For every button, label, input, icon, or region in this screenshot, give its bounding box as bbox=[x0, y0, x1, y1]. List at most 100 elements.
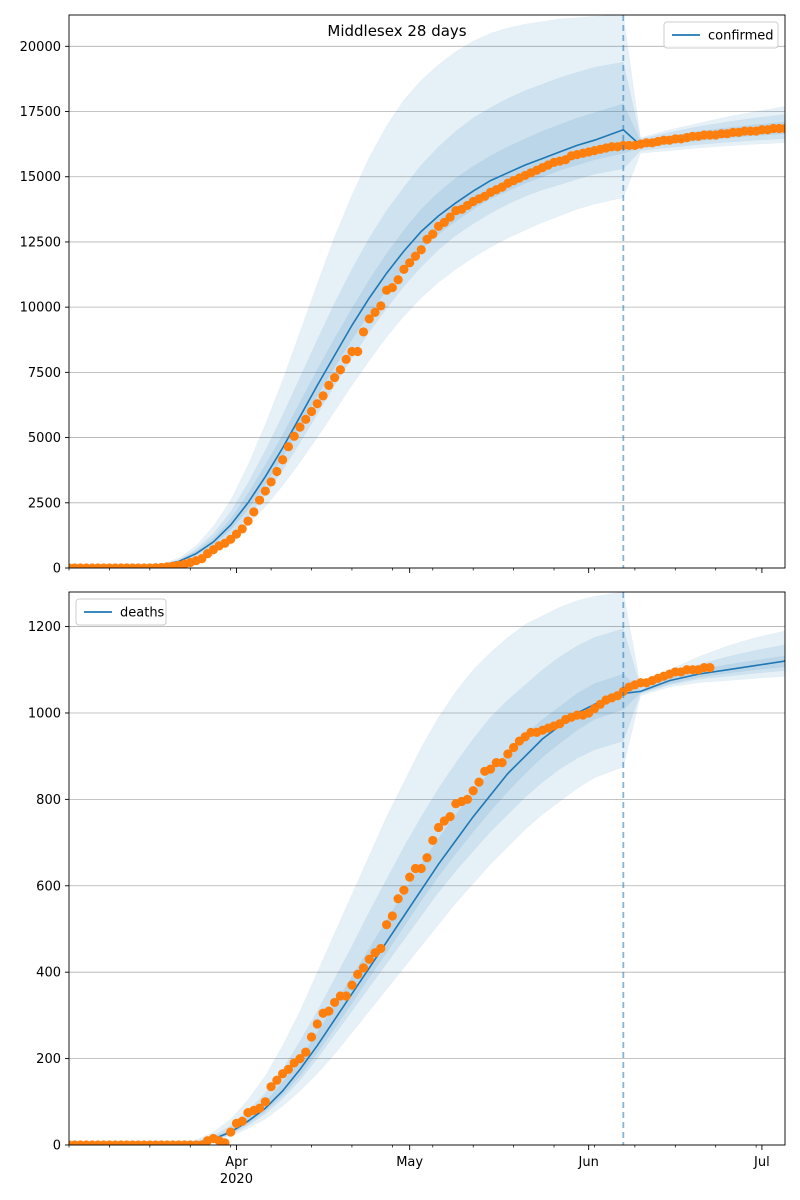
observed-point bbox=[278, 455, 288, 465]
observed-point bbox=[266, 477, 276, 487]
x-tick-sublabel: 2020 bbox=[220, 1172, 253, 1187]
observed-point bbox=[364, 314, 374, 324]
y-tick-label: 10000 bbox=[20, 301, 61, 316]
observed-point bbox=[289, 431, 299, 441]
y-tick-label: 15000 bbox=[20, 170, 61, 185]
observed-point bbox=[422, 853, 432, 863]
observed-point bbox=[416, 245, 426, 255]
observed-point bbox=[381, 920, 392, 930]
observed-point bbox=[387, 911, 397, 921]
observed-point bbox=[405, 258, 415, 268]
observed-point bbox=[312, 399, 322, 409]
observed-point bbox=[474, 777, 484, 787]
observed-point bbox=[272, 466, 282, 477]
observed-point bbox=[497, 758, 507, 768]
legend-label: confirmed bbox=[708, 29, 774, 44]
y-tick-label: 1200 bbox=[28, 620, 61, 635]
y-tick-label: 7500 bbox=[28, 366, 61, 381]
observed-point bbox=[243, 516, 253, 526]
x-tick-label: May bbox=[396, 1155, 423, 1170]
y-tick-label: 400 bbox=[36, 966, 61, 981]
observed-point bbox=[428, 229, 438, 239]
legend-box bbox=[75, 598, 167, 626]
legend-label: deaths bbox=[120, 606, 165, 621]
observed-point bbox=[393, 275, 403, 285]
observed-point bbox=[387, 282, 397, 293]
uncertainty-band bbox=[69, 592, 785, 1145]
x-tick-label: Jun bbox=[578, 1155, 599, 1170]
confirmed-panel: 0 2500 5000 7500 10000 12500 15000 17500 20000 co… bbox=[20, 14, 786, 577]
y-tick-label: 0 bbox=[53, 562, 61, 577]
y-tick-label: 800 bbox=[36, 793, 61, 808]
observed-point bbox=[226, 1127, 236, 1137]
y-tick-label: 2500 bbox=[28, 496, 61, 511]
observed-point bbox=[341, 991, 351, 1001]
uncertainty-band bbox=[69, 655, 785, 1145]
legend: deaths bbox=[75, 598, 167, 626]
observed-point bbox=[393, 894, 403, 904]
observed-point bbox=[283, 1064, 294, 1074]
observed-point bbox=[364, 954, 374, 964]
observed-point bbox=[780, 123, 785, 134]
observed-point bbox=[254, 495, 265, 505]
observed-point bbox=[237, 1116, 247, 1126]
x-tick-label: Apr bbox=[225, 1155, 248, 1170]
observed-point bbox=[295, 1053, 305, 1064]
observed-point bbox=[358, 327, 369, 337]
observed-point bbox=[301, 414, 311, 424]
observed-point bbox=[376, 943, 386, 954]
observed-point bbox=[301, 1047, 311, 1057]
observed-point bbox=[445, 212, 455, 222]
observed-point bbox=[237, 524, 247, 534]
observed-point bbox=[485, 764, 496, 774]
legend-box bbox=[663, 21, 779, 49]
observed-point bbox=[260, 486, 270, 496]
observed-point bbox=[370, 307, 380, 317]
observed-point bbox=[428, 835, 438, 846]
observed-point bbox=[433, 822, 444, 833]
observed-point bbox=[503, 749, 513, 759]
model-line-confirmed bbox=[69, 126, 785, 568]
observed-point bbox=[266, 1082, 276, 1092]
observed-point bbox=[330, 997, 340, 1008]
axes-frame bbox=[68, 591, 786, 1146]
axes-frame bbox=[68, 14, 786, 569]
observed-point bbox=[462, 794, 473, 804]
y-tick-label: 0 bbox=[53, 1139, 61, 1154]
observed-point bbox=[330, 372, 340, 383]
y-tick-label: 20000 bbox=[20, 40, 61, 55]
observed-point bbox=[283, 442, 294, 452]
observed-point bbox=[705, 663, 715, 673]
y-tick-label: 600 bbox=[36, 879, 61, 894]
observed-point bbox=[376, 301, 386, 311]
observed-point bbox=[353, 346, 363, 357]
x-tick-label: Jul bbox=[753, 1155, 770, 1170]
y-tick-label: 1000 bbox=[28, 706, 61, 721]
observed-point bbox=[324, 380, 334, 391]
observed-point bbox=[306, 406, 317, 417]
observed-point bbox=[416, 863, 426, 874]
plot-area bbox=[69, 15, 785, 568]
figure-title: Middlesex 28 days bbox=[327, 22, 466, 40]
observed-point bbox=[318, 391, 328, 401]
observed-point bbox=[341, 354, 351, 364]
deaths-panel: 0 200 400 600 800 1000 1200 Apr 2020 May Jun Jul dea… bbox=[28, 591, 786, 1187]
y-tick-label: 12500 bbox=[20, 235, 61, 250]
legend: confirmed bbox=[663, 21, 779, 49]
uncertainty-band bbox=[69, 15, 785, 568]
observed-point bbox=[353, 969, 363, 979]
observed-point bbox=[324, 1006, 334, 1016]
y-tick-label: 17500 bbox=[20, 105, 61, 120]
observed-point bbox=[295, 422, 305, 432]
observed-point bbox=[249, 507, 259, 517]
observed-point bbox=[254, 1103, 265, 1113]
observed-point bbox=[358, 963, 369, 973]
observed-point bbox=[468, 786, 478, 796]
observed-point bbox=[399, 264, 409, 274]
observed-point bbox=[312, 1019, 322, 1029]
observed-point bbox=[445, 812, 455, 822]
observed-point bbox=[410, 251, 421, 261]
observed-point bbox=[509, 742, 519, 753]
model-line-deaths bbox=[69, 660, 785, 1145]
